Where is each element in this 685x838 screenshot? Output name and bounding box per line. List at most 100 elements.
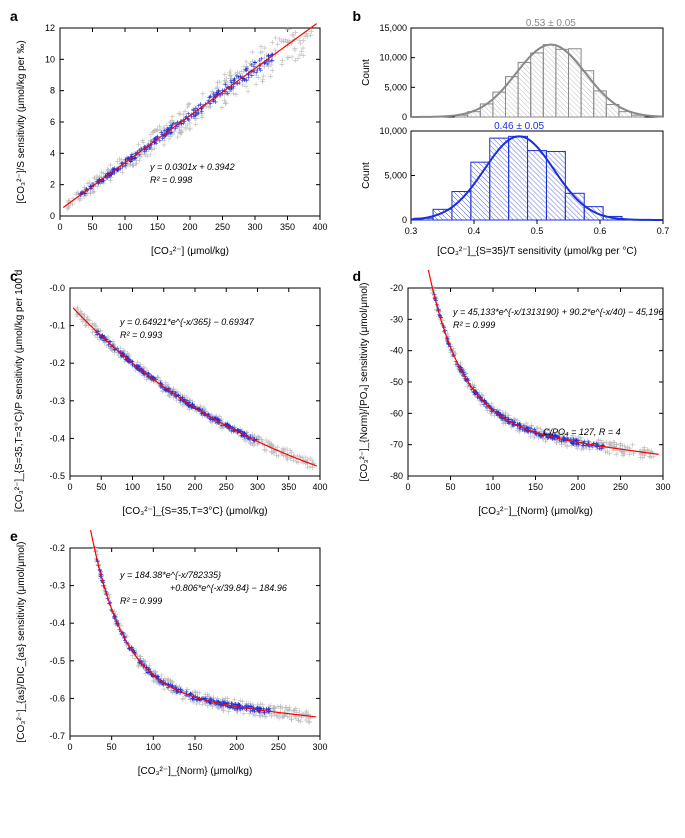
svg-text:50: 50 bbox=[107, 742, 117, 752]
svg-text:R² = 0.999: R² = 0.999 bbox=[453, 320, 495, 330]
svg-text:200: 200 bbox=[182, 222, 197, 232]
svg-text:-50: -50 bbox=[389, 377, 402, 387]
svg-text:[CO₃²⁻]/S sensitivity (μmol/kg: [CO₃²⁻]/S sensitivity (μmol/kg per ‰) bbox=[16, 40, 27, 203]
svg-text:y = 184.38*e^{-x/782335}: y = 184.38*e^{-x/782335} bbox=[119, 570, 221, 580]
svg-text:R² = 0.999: R² = 0.999 bbox=[120, 596, 162, 606]
panel-d: d 050100150200250300-80-70-60-50-40-30-2… bbox=[353, 270, 676, 520]
panel-a: a 050100150200250300350400024681012[CO₃²… bbox=[10, 10, 333, 260]
svg-text:-0.6: -0.6 bbox=[49, 693, 65, 703]
svg-text:-70: -70 bbox=[389, 440, 402, 450]
svg-text:0.5: 0.5 bbox=[530, 226, 543, 236]
svg-text:0: 0 bbox=[57, 222, 62, 232]
panel-c-svg: 050100150200250300350400-0.5-0.4-0.3-0.2… bbox=[10, 270, 330, 520]
svg-text:Count: Count bbox=[361, 162, 372, 189]
svg-text:-0.2: -0.2 bbox=[49, 543, 65, 553]
svg-text:-0.7: -0.7 bbox=[49, 731, 65, 741]
svg-text:100: 100 bbox=[117, 222, 132, 232]
panel-d-label: d bbox=[353, 268, 362, 284]
svg-text:10: 10 bbox=[45, 54, 55, 64]
panel-c: c 050100150200250300350400-0.5-0.4-0.3-0… bbox=[10, 270, 333, 520]
svg-text:-20: -20 bbox=[389, 283, 402, 293]
svg-text:5,000: 5,000 bbox=[384, 171, 407, 181]
svg-text:6: 6 bbox=[50, 117, 55, 127]
svg-text:-0.5: -0.5 bbox=[49, 471, 65, 481]
svg-text:Count: Count bbox=[361, 59, 372, 86]
svg-text:50: 50 bbox=[445, 482, 455, 492]
svg-text:0: 0 bbox=[50, 211, 55, 221]
svg-text:15,000: 15,000 bbox=[379, 23, 407, 33]
svg-text:50: 50 bbox=[87, 222, 97, 232]
svg-text:10,000: 10,000 bbox=[379, 53, 407, 63]
svg-text:0.3: 0.3 bbox=[404, 226, 417, 236]
svg-text:2: 2 bbox=[50, 180, 55, 190]
svg-text:-0.0: -0.0 bbox=[49, 283, 65, 293]
panel-b-label: b bbox=[353, 8, 362, 24]
svg-text:350: 350 bbox=[281, 482, 296, 492]
svg-text:-0.1: -0.1 bbox=[49, 321, 65, 331]
svg-text:[CO₃²⁻]_{S=35,T=3°C} (μmol/kg): [CO₃²⁻]_{S=35,T=3°C} (μmol/kg) bbox=[122, 506, 267, 517]
svg-text:0.4: 0.4 bbox=[467, 226, 480, 236]
svg-text:300: 300 bbox=[250, 482, 265, 492]
svg-text:-0.3: -0.3 bbox=[49, 581, 65, 591]
svg-text:250: 250 bbox=[612, 482, 627, 492]
svg-text:10,000: 10,000 bbox=[379, 126, 407, 136]
svg-text:150: 150 bbox=[150, 222, 165, 232]
svg-text:200: 200 bbox=[187, 482, 202, 492]
panel-e: e 050100150200250300-0.7-0.6-0.5-0.4-0.3… bbox=[10, 530, 333, 780]
panel-b-svg: 0 5,000 10,000 15,000 0.53 ± 0.05 Count 0 5,000… bbox=[353, 10, 673, 260]
svg-text:[CO₃²⁻]_{S=35,T=3°C}/P sensiti: [CO₃²⁻]_{S=35,T=3°C}/P sensitivity (μmol… bbox=[14, 270, 25, 512]
svg-text:0.46 ± 0.05: 0.46 ± 0.05 bbox=[494, 121, 544, 132]
svg-text:-80: -80 bbox=[389, 471, 402, 481]
svg-text:-0.3: -0.3 bbox=[49, 396, 65, 406]
svg-text:350: 350 bbox=[280, 222, 295, 232]
svg-text:5,000: 5,000 bbox=[384, 82, 407, 92]
svg-text:300: 300 bbox=[312, 742, 327, 752]
svg-text:250: 250 bbox=[215, 222, 230, 232]
svg-text:-0.2: -0.2 bbox=[49, 358, 65, 368]
svg-text:150: 150 bbox=[527, 482, 542, 492]
svg-text:200: 200 bbox=[570, 482, 585, 492]
svg-text:[CO₃²⁻]_{S=35}/T sensitivity (: [CO₃²⁻]_{S=35}/T sensitivity (μmol/kg pe… bbox=[437, 246, 637, 257]
svg-text:y = 45,133*e^{-x/1313190} + 90: y = 45,133*e^{-x/1313190} + 90.2*e^{-x/4… bbox=[452, 307, 663, 317]
svg-text:0: 0 bbox=[67, 742, 72, 752]
svg-text:R² = 0.993: R² = 0.993 bbox=[120, 330, 162, 340]
svg-text:150: 150 bbox=[187, 742, 202, 752]
svg-text:-0.5: -0.5 bbox=[49, 656, 65, 666]
svg-text:0.6: 0.6 bbox=[593, 226, 606, 236]
svg-text:400: 400 bbox=[312, 482, 327, 492]
svg-text:[CO₃²⁻]_{Norm}/[PO₄] sensitivi: [CO₃²⁻]_{Norm}/[PO₄] sensitivity (μmol/μ… bbox=[359, 283, 370, 482]
svg-text:8: 8 bbox=[50, 86, 55, 96]
svg-text:[CO₃²⁻]_{Norm} (μmol/kg): [CO₃²⁻]_{Norm} (μmol/kg) bbox=[478, 506, 593, 517]
panel-e-label: e bbox=[10, 528, 18, 544]
panel-d-svg: 050100150200250300-80-70-60-50-40-30-20[… bbox=[353, 270, 673, 520]
svg-text:[CO₃²⁻] (μmol/kg): [CO₃²⁻] (μmol/kg) bbox=[151, 246, 229, 257]
svg-text:y = 0.64921*e^{-x/365} − 0.693: y = 0.64921*e^{-x/365} − 0.69347 bbox=[119, 317, 255, 327]
svg-text:-40: -40 bbox=[389, 346, 402, 356]
svg-text:250: 250 bbox=[271, 742, 286, 752]
svg-text:250: 250 bbox=[219, 482, 234, 492]
svg-text:150: 150 bbox=[156, 482, 171, 492]
panel-c-label: c bbox=[10, 268, 18, 284]
svg-text:0.7: 0.7 bbox=[656, 226, 669, 236]
svg-text:y = 0.0301x + 0.3942: y = 0.0301x + 0.3942 bbox=[149, 162, 235, 172]
svg-text:0.53 ± 0.05: 0.53 ± 0.05 bbox=[525, 18, 575, 29]
svg-text:0: 0 bbox=[67, 482, 72, 492]
figure-grid: a 050100150200250300350400024681012[CO₃²… bbox=[10, 10, 675, 780]
svg-text:100: 100 bbox=[146, 742, 161, 752]
svg-text:100: 100 bbox=[125, 482, 140, 492]
svg-text:100: 100 bbox=[485, 482, 500, 492]
svg-text:300: 300 bbox=[655, 482, 670, 492]
svg-text:300: 300 bbox=[247, 222, 262, 232]
svg-text:0: 0 bbox=[405, 482, 410, 492]
svg-text:-0.4: -0.4 bbox=[49, 618, 65, 628]
svg-text:C/PO₄ = 127, R = 4: C/PO₄ = 127, R = 4 bbox=[543, 427, 621, 437]
svg-text:12: 12 bbox=[45, 23, 55, 33]
svg-text:0: 0 bbox=[401, 112, 406, 122]
svg-text:-60: -60 bbox=[389, 408, 402, 418]
svg-text:4: 4 bbox=[50, 148, 55, 158]
svg-text:[CO₃²⁻]_{as}/DIC_{as} sensitiv: [CO₃²⁻]_{as}/DIC_{as} sensitivity (μmol/… bbox=[16, 542, 27, 743]
svg-text:+0.806*e^{-x/39.84} − 184.96: +0.806*e^{-x/39.84} − 184.96 bbox=[170, 583, 287, 593]
svg-text:0: 0 bbox=[401, 215, 406, 225]
svg-text:400: 400 bbox=[312, 222, 327, 232]
svg-text:50: 50 bbox=[96, 482, 106, 492]
